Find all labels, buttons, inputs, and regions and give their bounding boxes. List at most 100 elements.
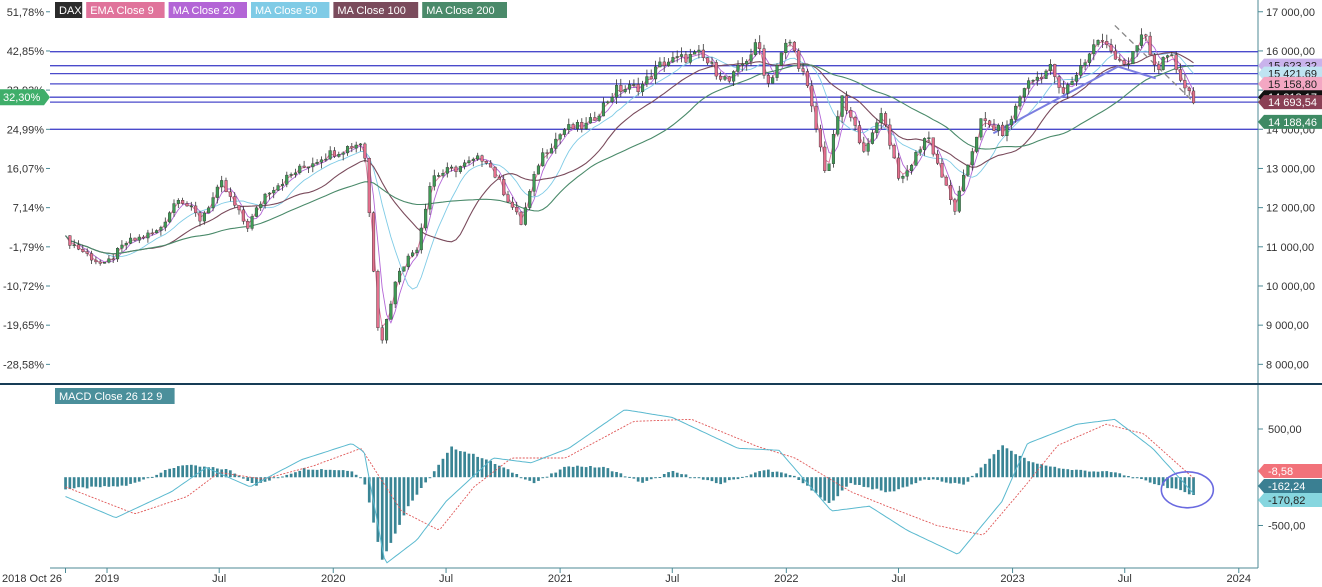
candle-body — [575, 121, 579, 129]
macd-histogram-bar — [1023, 457, 1026, 478]
x-axis: 2018 Oct 26 2019 Jul 2020 Jul 2021 Jul 2022 Jul 2… — [2, 568, 1251, 585]
macd-histogram-bar — [68, 477, 72, 489]
macd-histogram-bar — [823, 477, 827, 501]
candle-body — [354, 144, 358, 149]
x-tick-label: 2020 — [321, 573, 345, 585]
macd-histogram-bar — [107, 477, 111, 487]
candle-body — [141, 236, 146, 239]
candle-body — [753, 42, 757, 55]
macd-histogram-bar — [662, 474, 666, 478]
macd-histogram-bar — [324, 469, 328, 478]
macd-histogram-bar — [571, 466, 575, 478]
macd-histogram-bar — [862, 477, 866, 487]
candle-body — [424, 208, 428, 229]
candle-body — [866, 143, 870, 152]
macd-histogram-bar — [393, 477, 397, 534]
candle-body — [1044, 70, 1048, 79]
candle-body — [454, 166, 458, 173]
candle-body — [827, 163, 831, 171]
candle-body — [189, 205, 193, 208]
macd-histogram-bar — [1118, 473, 1122, 478]
macd-histogram-bar — [1057, 468, 1061, 478]
macd-histogram-bar — [723, 477, 727, 483]
candle-body — [337, 154, 341, 157]
macd-histogram-bar — [528, 477, 532, 481]
macd-histogram-bar — [94, 477, 98, 487]
percent-tick-label: 51,78% — [7, 7, 45, 19]
candle-body — [788, 41, 792, 44]
candle-body — [532, 173, 536, 192]
macd-histogram-bar — [1144, 477, 1148, 481]
macd-histogram-bar — [801, 477, 805, 484]
x-tick-label: Jul — [212, 573, 226, 585]
macd-histogram-bar — [298, 470, 302, 478]
macd-histogram-bar — [923, 477, 926, 480]
macd-histogram-bar — [472, 453, 475, 478]
macd-histogram-bar — [476, 456, 479, 478]
candle-body — [510, 201, 514, 208]
legend-label: EMA Close 9 — [90, 5, 154, 17]
macd-histogram-bar — [532, 477, 536, 484]
macd-histogram-bar — [1018, 455, 1022, 478]
candle-body — [688, 54, 692, 63]
candle-body — [536, 165, 540, 175]
candle-body — [1005, 124, 1009, 137]
candle-body — [393, 281, 397, 305]
macd-histogram-bar — [775, 471, 779, 478]
candle-body — [298, 165, 302, 174]
candle-body — [128, 237, 133, 244]
candle-body — [523, 207, 527, 225]
macd-histogram-bar — [918, 477, 922, 481]
macd-histogram-bar — [697, 477, 701, 479]
candle-body — [1070, 81, 1074, 85]
candle-body — [623, 89, 627, 92]
candle-body — [693, 51, 697, 55]
macd-histogram-bar — [636, 477, 640, 482]
macd-histogram-bar — [1088, 471, 1091, 478]
candle-body — [493, 166, 497, 178]
legend-label: MA Close 200 — [426, 5, 494, 17]
macd-histogram-bar — [649, 477, 653, 480]
candle-body — [805, 71, 809, 86]
candle-body — [81, 248, 85, 252]
macd-histogram-bar — [654, 477, 657, 479]
macd-histogram-bar — [728, 477, 731, 481]
candle-body — [450, 166, 454, 169]
percent-tick-label: 16,07% — [7, 163, 45, 175]
macd-histogram-bar — [576, 465, 579, 478]
macd-histogram-bar — [602, 466, 605, 478]
candle-body — [758, 42, 762, 49]
candle-body — [246, 221, 250, 229]
percent-tick-label: 24,99% — [7, 124, 45, 136]
price-tick-label: 17 000,00 — [1266, 7, 1315, 19]
candle-body — [215, 186, 219, 198]
macd-histogram-bar — [1187, 477, 1191, 495]
candle-body — [879, 113, 883, 123]
candle-body — [432, 175, 436, 187]
candle-body — [376, 271, 380, 328]
macd-histogram-bar — [845, 477, 848, 487]
macd-histogram-bar — [619, 473, 623, 478]
candle-body — [680, 54, 684, 57]
macd-histogram-bar — [806, 477, 809, 486]
macd-histogram-bar — [250, 477, 254, 483]
legend-swatch — [422, 2, 507, 18]
macd-histogram-bar — [593, 467, 597, 478]
macd-histogram-bar — [671, 471, 675, 478]
macd-histogram-bar — [927, 477, 931, 480]
macd-histogram-bar — [1066, 469, 1070, 478]
macd-histogram-bar — [307, 469, 310, 478]
candle-body — [1083, 62, 1087, 66]
macd-histogram-bar — [341, 470, 345, 478]
macd-histogram-bar — [363, 477, 367, 485]
candle-body — [1152, 54, 1156, 66]
macd-histogram-bar — [350, 471, 354, 478]
candle-body — [701, 49, 705, 58]
candle-body — [888, 124, 892, 146]
macd-histogram-bar — [207, 467, 210, 478]
macd-histogram-bar — [137, 477, 141, 482]
candle-body — [133, 237, 137, 241]
x-tick-label: 2024 — [1227, 573, 1251, 585]
